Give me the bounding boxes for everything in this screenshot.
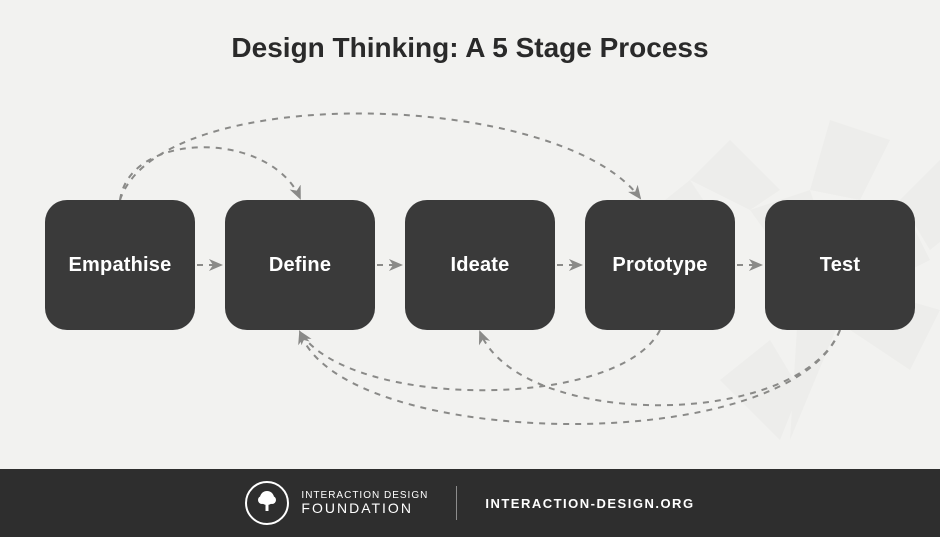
footer-divider: [456, 486, 457, 520]
node-ideate: Ideate: [405, 200, 555, 330]
curved-arrow-1: [120, 113, 640, 200]
diagram-container: EmpathiseDefineIdeatePrototypeTest: [0, 100, 940, 430]
footer-brand-text: INTERACTION DESIGN FOUNDATION: [301, 490, 428, 516]
curved-arrow-4: [300, 330, 840, 424]
node-test: Test: [765, 200, 915, 330]
node-define: Define: [225, 200, 375, 330]
footer: INTERACTION DESIGN FOUNDATION INTERACTIO…: [0, 469, 940, 537]
tree-icon: [254, 488, 280, 519]
footer-url: INTERACTION-DESIGN.ORG: [485, 496, 694, 511]
node-empathise: Empathise: [45, 200, 195, 330]
footer-brand: INTERACTION DESIGN FOUNDATION: [245, 481, 428, 525]
curved-arrow-2: [300, 330, 660, 390]
node-prototype: Prototype: [585, 200, 735, 330]
curved-arrow-0: [120, 147, 300, 200]
title: Design Thinking: A 5 Stage Process: [0, 32, 940, 64]
brand-line-2: FOUNDATION: [301, 501, 428, 516]
footer-logo: [245, 481, 289, 525]
curved-arrow-3: [480, 330, 840, 405]
